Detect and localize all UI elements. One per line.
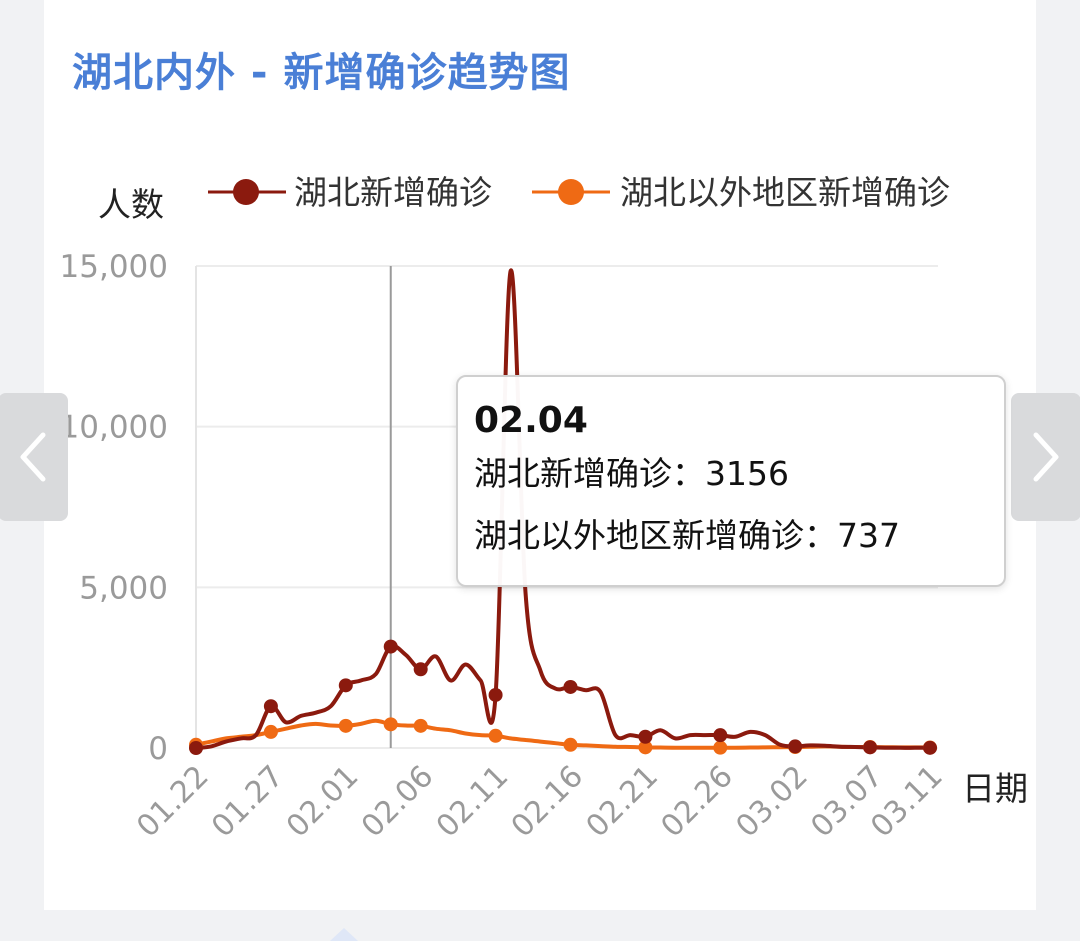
data-point-hubei[interactable] xyxy=(638,729,653,744)
data-point-hubei[interactable] xyxy=(338,678,353,693)
next-chart-button[interactable] xyxy=(1011,393,1080,521)
legend-item-hubei[interactable]: 湖北新增确诊 xyxy=(208,173,492,212)
y-tick-label: 5,000 xyxy=(79,570,168,606)
data-point-hubei[interactable] xyxy=(788,739,803,754)
tooltip-label-outside: 湖北以外地区新增确诊： xyxy=(474,516,837,555)
tooltip-row-hubei: 湖北新增确诊：3156 xyxy=(474,443,1004,505)
x-tick-label: 02.06 xyxy=(355,759,440,844)
data-point-hubei[interactable] xyxy=(488,687,503,702)
x-tick-label: 01.27 xyxy=(205,759,290,844)
tooltip-label-hubei: 湖北新增确诊： xyxy=(474,454,705,493)
data-point-hubei[interactable] xyxy=(263,699,278,714)
prev-chart-button[interactable] xyxy=(0,393,68,521)
data-point-outside[interactable] xyxy=(488,728,503,743)
page-title: 湖北内外 - 新增确诊趋势图 xyxy=(72,50,571,96)
data-point-outside[interactable] xyxy=(638,740,653,755)
legend-item-outside[interactable]: 湖北以外地区新增确诊 xyxy=(532,173,950,212)
data-point-outside[interactable] xyxy=(713,740,728,755)
tooltip-value-outside: 737 xyxy=(837,516,900,555)
data-point-hubei[interactable] xyxy=(563,679,578,694)
y-tick-label: 10,000 xyxy=(60,410,168,446)
data-point-hubei[interactable] xyxy=(413,662,428,677)
tooltip-row-outside: 湖北以外地区新增确诊：737 xyxy=(474,505,1004,567)
legend[interactable]: 湖北新增确诊 湖北以外地区新增确诊 xyxy=(208,173,950,212)
data-tooltip: 02.04 湖北新增确诊：3156 湖北以外地区新增确诊：737 xyxy=(456,375,1006,587)
tooltip-date: 02.04 xyxy=(474,400,588,441)
y-tick-labels: 0 5,000 10,000 15,000 xyxy=(60,249,168,767)
chevron-right-icon xyxy=(1033,432,1059,482)
x-tick-labels: 01.2201.2702.0102.0602.1102.1602.2102.26… xyxy=(130,759,949,844)
tooltip-value-hubei: 3156 xyxy=(705,454,789,493)
data-point-hubei[interactable] xyxy=(189,741,203,755)
y-tick-label: 15,000 xyxy=(60,249,168,285)
data-point-hubei[interactable] xyxy=(863,740,878,755)
x-tick-label: 02.16 xyxy=(505,759,590,844)
x-axis-title: 日期 xyxy=(962,769,1028,808)
x-tick-label: 01.22 xyxy=(130,759,215,844)
chevron-left-icon xyxy=(20,432,46,482)
series-markers[interactable] xyxy=(189,639,937,755)
data-point-outside[interactable] xyxy=(338,718,353,733)
x-tick-label: 03.02 xyxy=(729,759,814,844)
data-point-hubei[interactable] xyxy=(383,639,398,654)
y-tick-label: 0 xyxy=(148,731,168,767)
data-point-hubei[interactable] xyxy=(713,728,728,743)
data-point-hubei[interactable] xyxy=(923,740,937,755)
x-tick-label: 02.21 xyxy=(580,759,665,844)
x-tick-label: 02.01 xyxy=(280,759,365,844)
data-point-outside[interactable] xyxy=(563,737,578,752)
data-point-outside[interactable] xyxy=(263,724,278,739)
legend-marker-outside xyxy=(558,179,584,205)
y-axis-title: 人数 xyxy=(98,185,164,224)
legend-marker-hubei xyxy=(233,179,259,205)
data-point-outside[interactable] xyxy=(383,717,398,732)
data-point-outside[interactable] xyxy=(413,718,428,733)
legend-label-hubei: 湖北新增确诊 xyxy=(294,173,492,212)
x-tick-label: 02.11 xyxy=(430,759,515,844)
page-indicator-arrow xyxy=(330,928,358,941)
legend-label-outside: 湖北以外地区新增确诊 xyxy=(620,173,950,212)
x-tick-label: 02.26 xyxy=(654,759,739,844)
